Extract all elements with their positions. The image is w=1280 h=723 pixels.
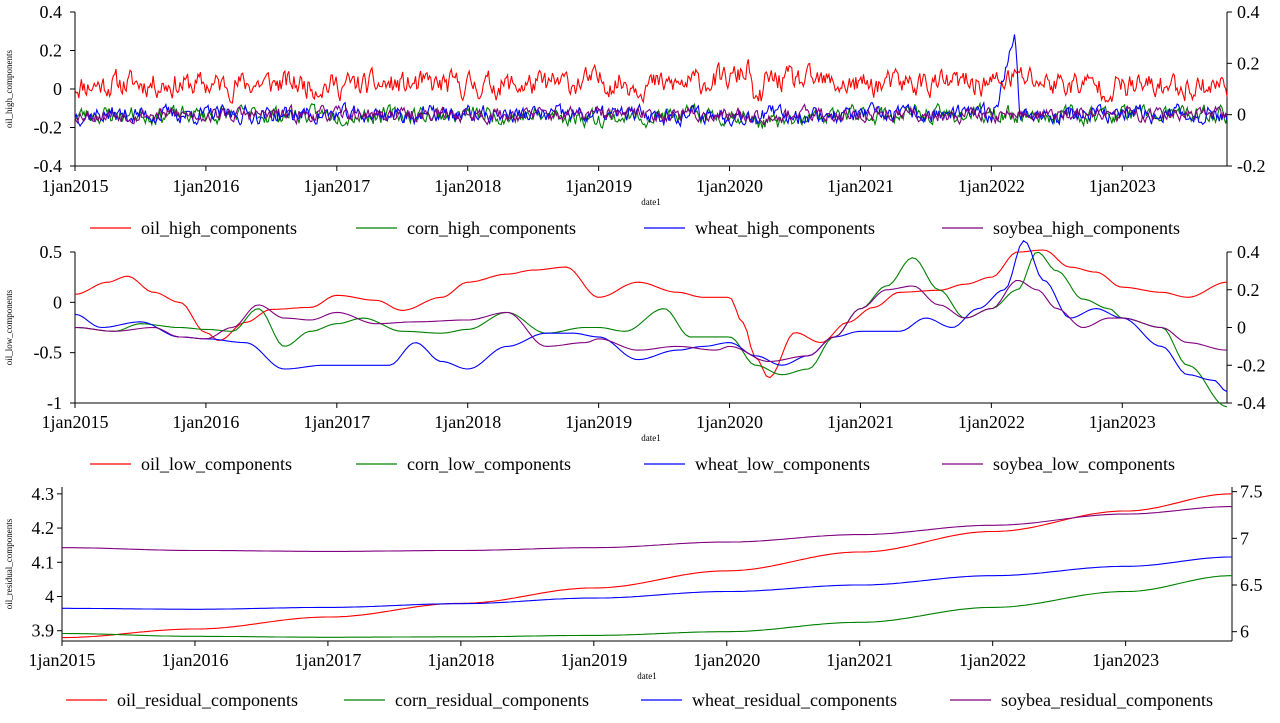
x-tick-label: 1jan2021 (827, 412, 894, 432)
legend-label-wheat: wheat_residual_components (692, 690, 897, 710)
y-left-tick-label: -1 (47, 393, 62, 413)
legend-label-corn: corn_high_components (407, 218, 576, 238)
legend-label-corn: corn_residual_components (395, 690, 589, 710)
y-axis-title: oil_low_components (4, 289, 14, 365)
x-tick-label: 1jan2018 (434, 176, 501, 196)
y-left-tick-label: -0.5 (34, 343, 63, 363)
y-left-tick-label: 4 (45, 587, 54, 607)
x-tick-label: 1jan2016 (161, 650, 228, 670)
legend-label-oil: oil_residual_components (117, 690, 298, 710)
chart-panel-high: 0.4 0.2 0 -0.2 -0.4 0.4 0.2 0 -0.2 1jan2015 1jan20… (4, 2, 1266, 238)
series-line-oil (62, 493, 1233, 639)
x-axis-title: date1 (637, 671, 657, 681)
x-tick-label: 1jan2021 (827, 176, 894, 196)
legend-label-oil: oil_high_components (141, 218, 297, 238)
y-right-tick-label: 0.4 (1237, 242, 1260, 262)
y-left-tick-label: 0 (53, 79, 62, 99)
series-line-oil (74, 249, 1228, 379)
y-axis-title: oil_high_components (4, 50, 14, 128)
x-tick-label: 1jan2020 (696, 176, 763, 196)
y-left-tick-label: 3.9 (32, 621, 55, 641)
x-tick-label: 1jan2017 (303, 176, 370, 196)
x-tick-label: 1jan2021 (826, 650, 893, 670)
x-tick-label: 1jan2023 (1092, 650, 1159, 670)
y-left-tick-label: -0.4 (34, 156, 63, 176)
series-line-soybean (74, 280, 1228, 363)
x-tick-label: 1jan2015 (42, 412, 109, 432)
x-tick-label: 1jan2016 (172, 176, 239, 196)
chart-panel-low: 0.5 0 -0.5 -1 0.4 0.2 0 -0.2 -0.4 1jan2015 1jan201… (4, 240, 1266, 474)
y-left-tick-label: 4.1 (32, 552, 55, 572)
series-line-soybean (62, 506, 1232, 552)
legend-label-wheat: wheat_high_components (695, 218, 875, 238)
x-tick-label: 1jan2018 (427, 650, 494, 670)
x-tick-label: 1jan2015 (42, 176, 109, 196)
x-tick-label: 1jan2017 (294, 650, 361, 670)
x-axis-title: date1 (641, 433, 661, 443)
x-tick-label: 1jan2023 (1089, 412, 1156, 432)
chart-panel-residual: 4.3 4.2 4.1 4 3.9 7.5 7 6.5 6 1jan2015 1jan2016 1ja… (4, 482, 1263, 710)
legend-label-oil: oil_low_components (141, 454, 292, 474)
x-tick-label: 1jan2017 (303, 412, 370, 432)
y-right-tick-label: 0 (1237, 105, 1246, 125)
y-right-tick-label: 0.2 (1237, 280, 1260, 300)
y-left-tick-label: -0.2 (34, 118, 63, 138)
y-right-tick-label: -0.2 (1237, 355, 1266, 375)
y-right-tick-label: 0.2 (1237, 53, 1260, 73)
x-tick-label: 1jan2019 (565, 412, 632, 432)
x-tick-label: 1jan2016 (172, 412, 239, 432)
y-right-tick-label: 6 (1240, 622, 1249, 642)
series-line-corn (74, 251, 1228, 408)
legend-label-soybean: soybea_residual_components (1001, 690, 1213, 710)
x-tick-label: 1jan2015 (29, 650, 96, 670)
series-line-oil (74, 59, 1228, 105)
x-tick-label: 1jan2022 (958, 412, 1025, 432)
x-tick-label: 1jan2019 (565, 176, 632, 196)
x-tick-label: 1jan2022 (958, 176, 1025, 196)
y-left-tick-label: 4.2 (32, 518, 55, 538)
series-line-wheat (74, 240, 1228, 393)
x-tick-label: 1jan2020 (696, 412, 763, 432)
legend-label-soybean: soybea_high_components (993, 218, 1180, 238)
y-right-tick-label: 7 (1240, 528, 1249, 548)
y-axis-title: oil_residual_components (4, 518, 14, 609)
y-left-tick-label: 0 (53, 292, 62, 312)
y-right-tick-label: 0 (1237, 318, 1246, 338)
series-line-corn (62, 575, 1232, 638)
y-left-tick-label: 0.5 (40, 242, 63, 262)
x-tick-label: 1jan2018 (434, 412, 501, 432)
x-tick-label: 1jan2023 (1089, 176, 1156, 196)
x-tick-label: 1jan2022 (959, 650, 1026, 670)
y-right-tick-label: 6.5 (1240, 575, 1263, 595)
series-line-soybean (74, 103, 1228, 126)
legend-label-corn: corn_low_components (407, 454, 571, 474)
y-left-tick-label: 4.3 (32, 484, 55, 504)
legend-label-soybean: soybea_low_components (993, 454, 1175, 474)
y-right-tick-label: -0.2 (1237, 156, 1266, 176)
y-right-tick-label: -0.4 (1237, 393, 1266, 413)
y-right-tick-label: 0.4 (1237, 2, 1260, 22)
x-tick-label: 1jan2020 (693, 650, 760, 670)
y-left-tick-label: 0.2 (40, 41, 63, 61)
series-line-wheat (62, 556, 1232, 610)
x-axis-title: date1 (641, 197, 661, 207)
y-left-tick-label: 0.4 (40, 2, 63, 22)
y-right-tick-label: 7.5 (1240, 482, 1263, 502)
x-tick-label: 1jan2019 (560, 650, 627, 670)
legend-label-wheat: wheat_low_components (695, 454, 870, 474)
